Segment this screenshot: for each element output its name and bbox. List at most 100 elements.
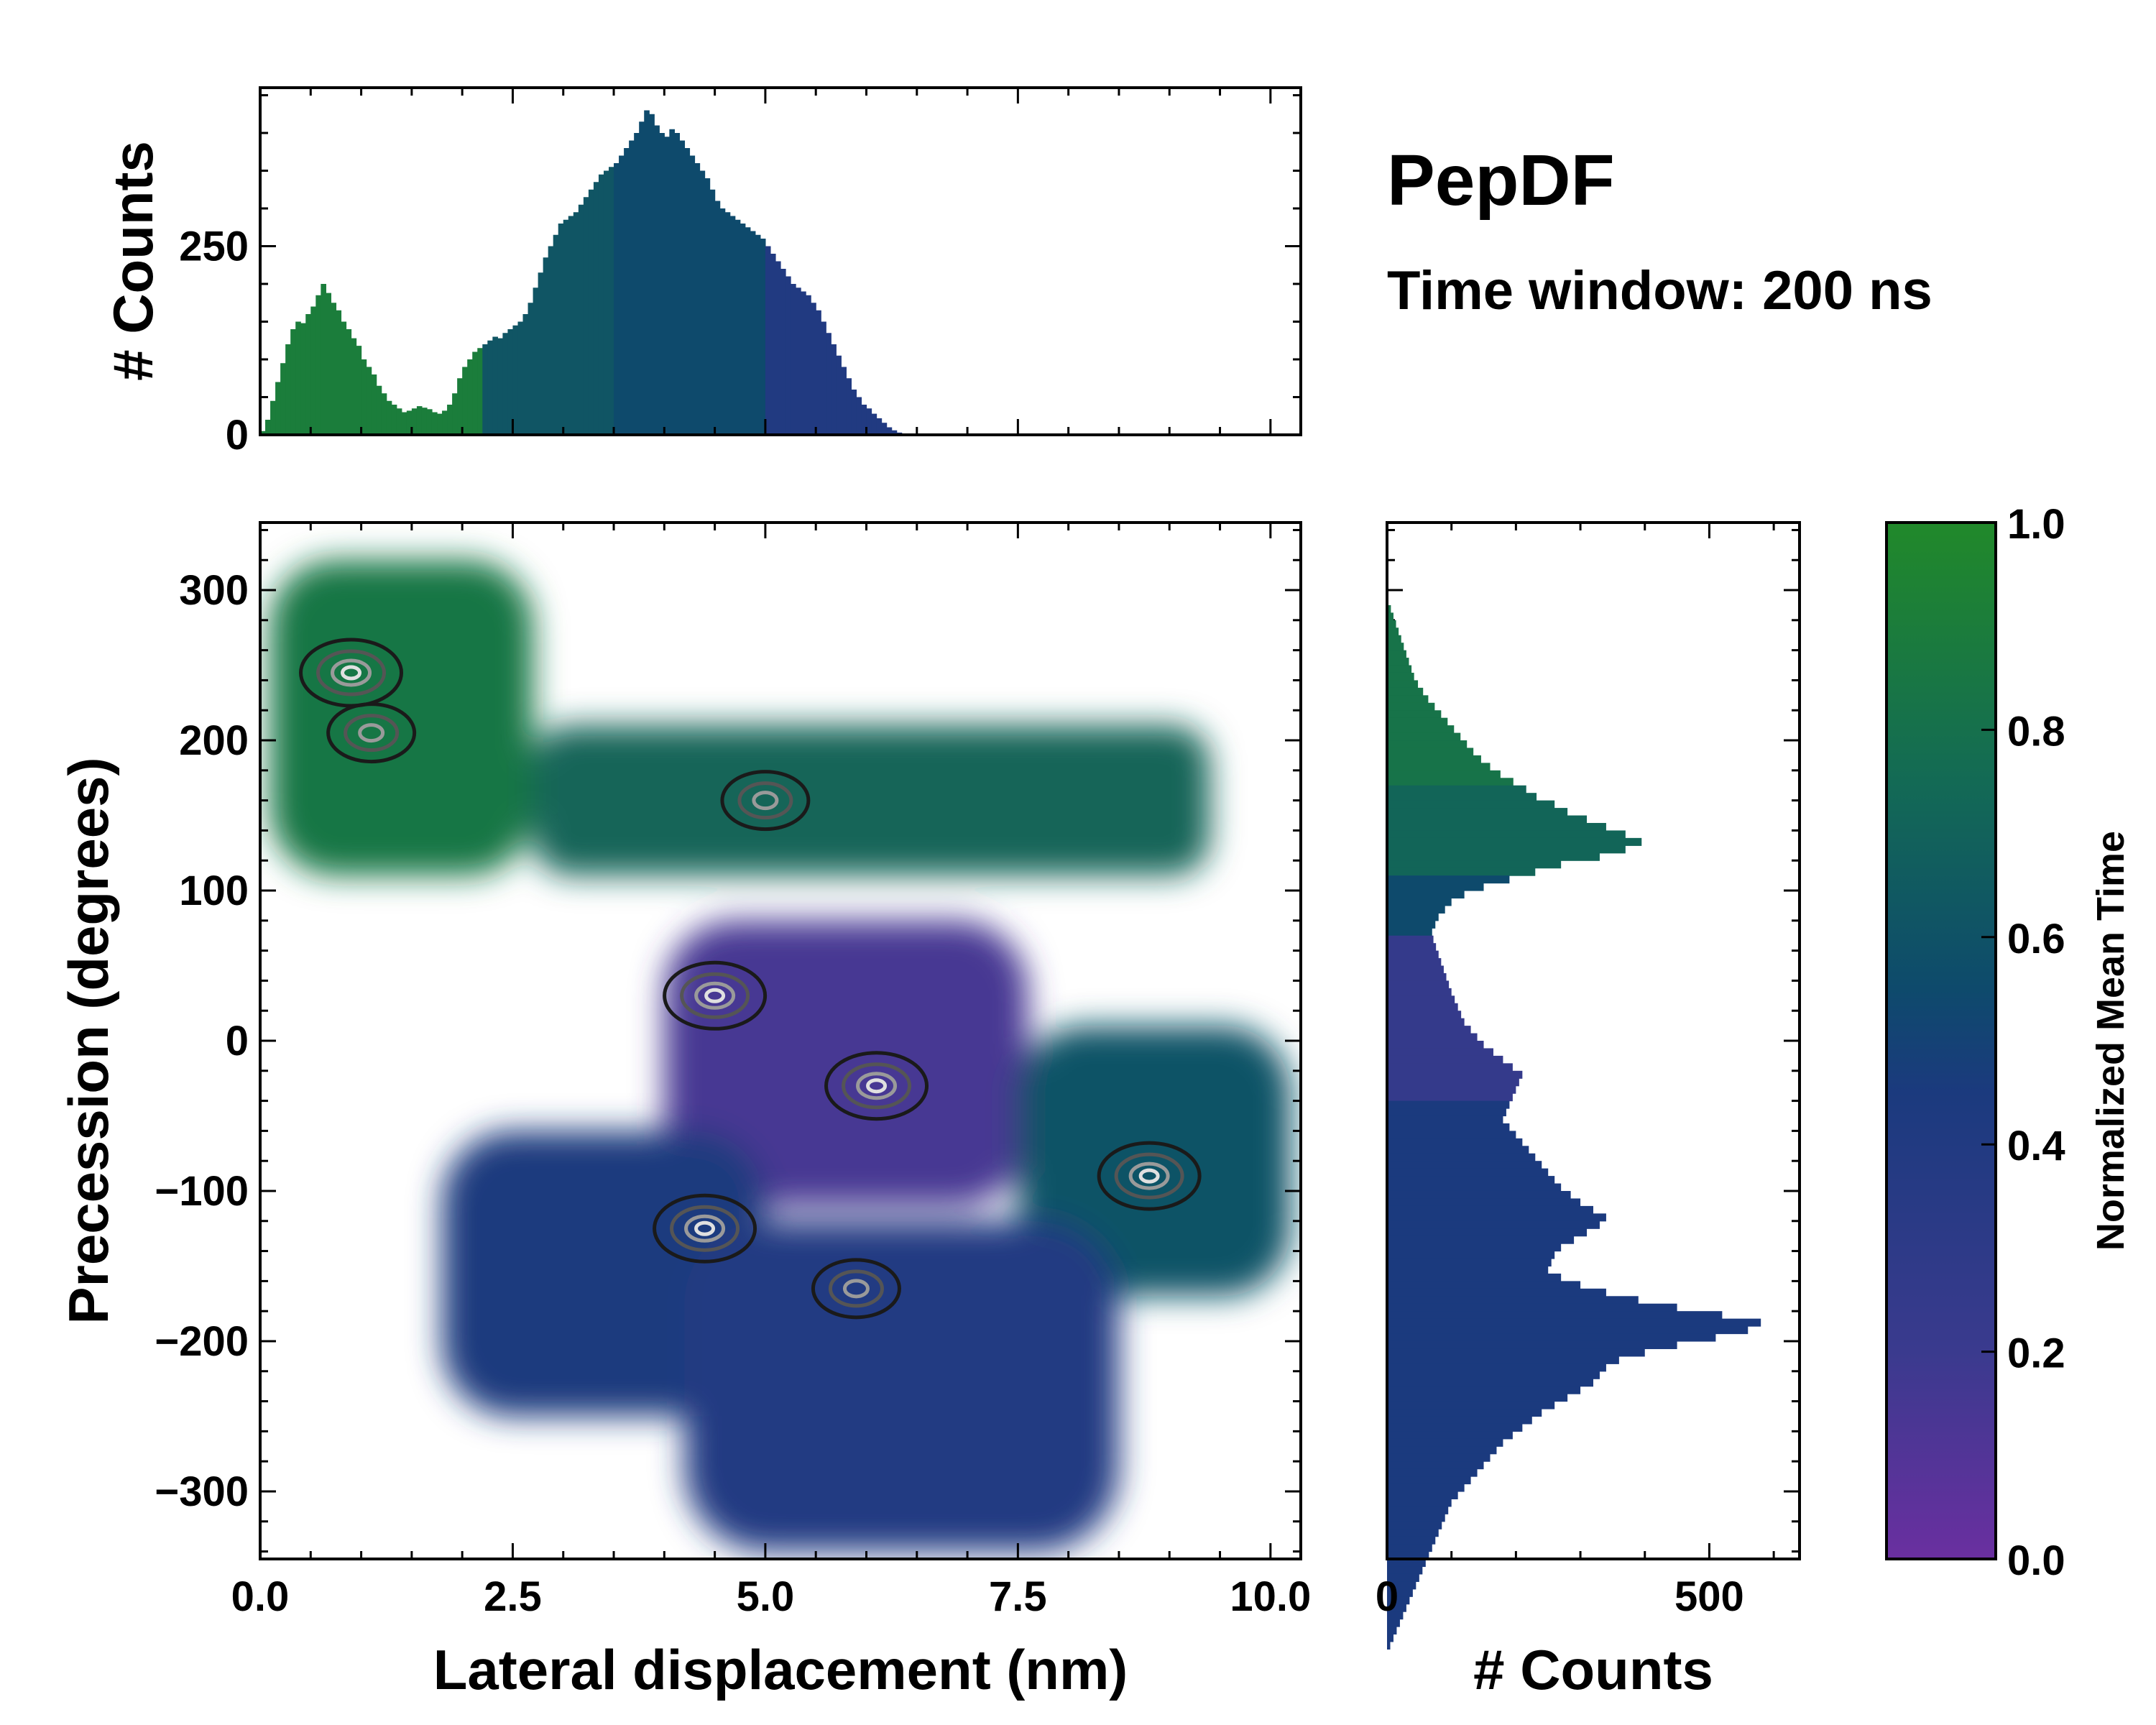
marginal-x-bar (871, 413, 877, 435)
marginal-y-bar (1387, 1423, 1523, 1432)
marginal-y-bar (1387, 1340, 1677, 1350)
marginal-x-bar (669, 129, 675, 435)
tick-label: 0.4 (2007, 1123, 2065, 1169)
marginal-y-bar (1387, 1146, 1529, 1154)
marginal-y-bar (1387, 1461, 1484, 1470)
marginal-x-bar (750, 231, 756, 435)
marginal-x-bar (856, 397, 862, 435)
marginal-x-bar (426, 409, 433, 435)
marginal-x-bar (593, 182, 599, 435)
contour-line (670, 1205, 740, 1252)
marginal-y-bar (1387, 1168, 1549, 1177)
marginal-y-bar (1387, 1386, 1581, 1394)
tick-label: 0.6 (2007, 916, 2065, 962)
marginal-x-bar (780, 269, 786, 435)
marginal-x-bar (280, 363, 286, 435)
marginal-y-bar (1387, 1190, 1571, 1200)
contour-line (1097, 1141, 1202, 1211)
marginal-y-bar (1387, 755, 1481, 763)
marginal-y-bar (1387, 1491, 1458, 1500)
marginal-x-bar (876, 418, 883, 435)
marginal-x-bar (755, 234, 761, 435)
marginal-x-bar (609, 167, 614, 435)
marginal-y-bar (1387, 1026, 1471, 1034)
marginal-y-bar (1387, 1581, 1416, 1590)
marginal-x-bar (891, 430, 898, 435)
marginal-y-bar (1387, 1604, 1406, 1612)
marginal-x-bar (492, 336, 498, 435)
marginal-x-bar (467, 359, 473, 435)
contour-line (663, 960, 768, 1031)
marginal-y-bar (1387, 1100, 1510, 1109)
marginal-x-bar (674, 133, 681, 435)
marginal-x-bar (806, 295, 811, 435)
marginal-y-bar (1387, 1371, 1600, 1379)
marginal-y-bar (1387, 658, 1409, 666)
marginal-x-bar (371, 374, 377, 435)
joint-frame (259, 521, 1302, 1560)
marginal-y-bar (1387, 1318, 1761, 1327)
contour-line (824, 1051, 929, 1121)
heatmap-region (684, 1220, 1119, 1552)
marginal-y-bar (1387, 1176, 1555, 1184)
contour-line (720, 770, 811, 832)
marginal-x-bar (654, 125, 660, 435)
marginal-x-bar (507, 329, 514, 435)
marginal-x-ylabel: # Counts (101, 141, 165, 381)
marginal-x-bar (431, 412, 438, 435)
marginal-y-bar (1387, 650, 1406, 658)
marginal-y-bar (1387, 845, 1626, 854)
marginal-x-bar (724, 212, 731, 435)
density-peak (653, 1193, 757, 1264)
marginal-x-bar (381, 393, 387, 435)
tick-label: 5.0 (737, 1573, 795, 1620)
marginal-y-bar (1387, 687, 1424, 696)
marginal-x-bar (826, 333, 831, 435)
marginal-x-bar (310, 306, 316, 435)
marginal-x-bar (421, 408, 428, 435)
marginal-y-bar (1387, 1416, 1532, 1425)
joint-ylabel: Precession (degrees) (57, 757, 120, 1324)
marginal-y-bar (1387, 793, 1537, 801)
marginal-x-bar (295, 321, 301, 435)
marginal-x-bar (614, 163, 619, 435)
marginal-y-bar (1387, 868, 1536, 876)
marginal-x-bar (270, 400, 276, 435)
marginal-x-bar (548, 246, 554, 435)
marginal-x-bar (406, 410, 413, 435)
marginal-y-bar (1387, 1078, 1519, 1087)
marginal-x-frame (259, 86, 1302, 436)
marginal-x-bar (497, 338, 503, 435)
marginal-y-bar (1387, 905, 1445, 914)
marginal-y-bar (1387, 612, 1393, 621)
marginal-y-bar (1387, 943, 1437, 952)
marginal-y-bar (1387, 770, 1501, 778)
marginal-x-bar (729, 216, 736, 435)
tick-label: 100 (179, 868, 249, 914)
marginal-x-bar (538, 272, 544, 435)
marginal-y-bar (1387, 1041, 1484, 1049)
marginal-x-bar (442, 410, 448, 435)
marginal-x-bar (644, 110, 650, 435)
marginal-y-bars (1387, 597, 1761, 1650)
marginal-x-bar (356, 346, 362, 435)
marginal-y-bar (1387, 965, 1444, 974)
marginal-y-bar (1387, 958, 1442, 967)
marginal-x-bar (740, 224, 746, 435)
marginal-y-frame (1386, 521, 1801, 1560)
joint-xlabel: Lateral displacement (nm) (433, 1638, 1128, 1701)
marginal-x-bar (275, 382, 281, 435)
marginal-x-bar (811, 303, 816, 435)
marginal-y-bar (1387, 1573, 1419, 1582)
marginal-y-bar (1387, 1085, 1516, 1094)
marginal-x-bar (649, 114, 655, 435)
marginal-y-bar (1387, 710, 1442, 719)
marginal-x-bar (588, 189, 594, 435)
marginal-x-bar (472, 351, 478, 435)
marginal-x-bar (321, 284, 326, 435)
marginal-x-bar (765, 246, 771, 435)
marginal-x-bar (714, 201, 721, 435)
marginal-x-bar (447, 405, 453, 435)
marginal-x-bar (664, 137, 670, 435)
